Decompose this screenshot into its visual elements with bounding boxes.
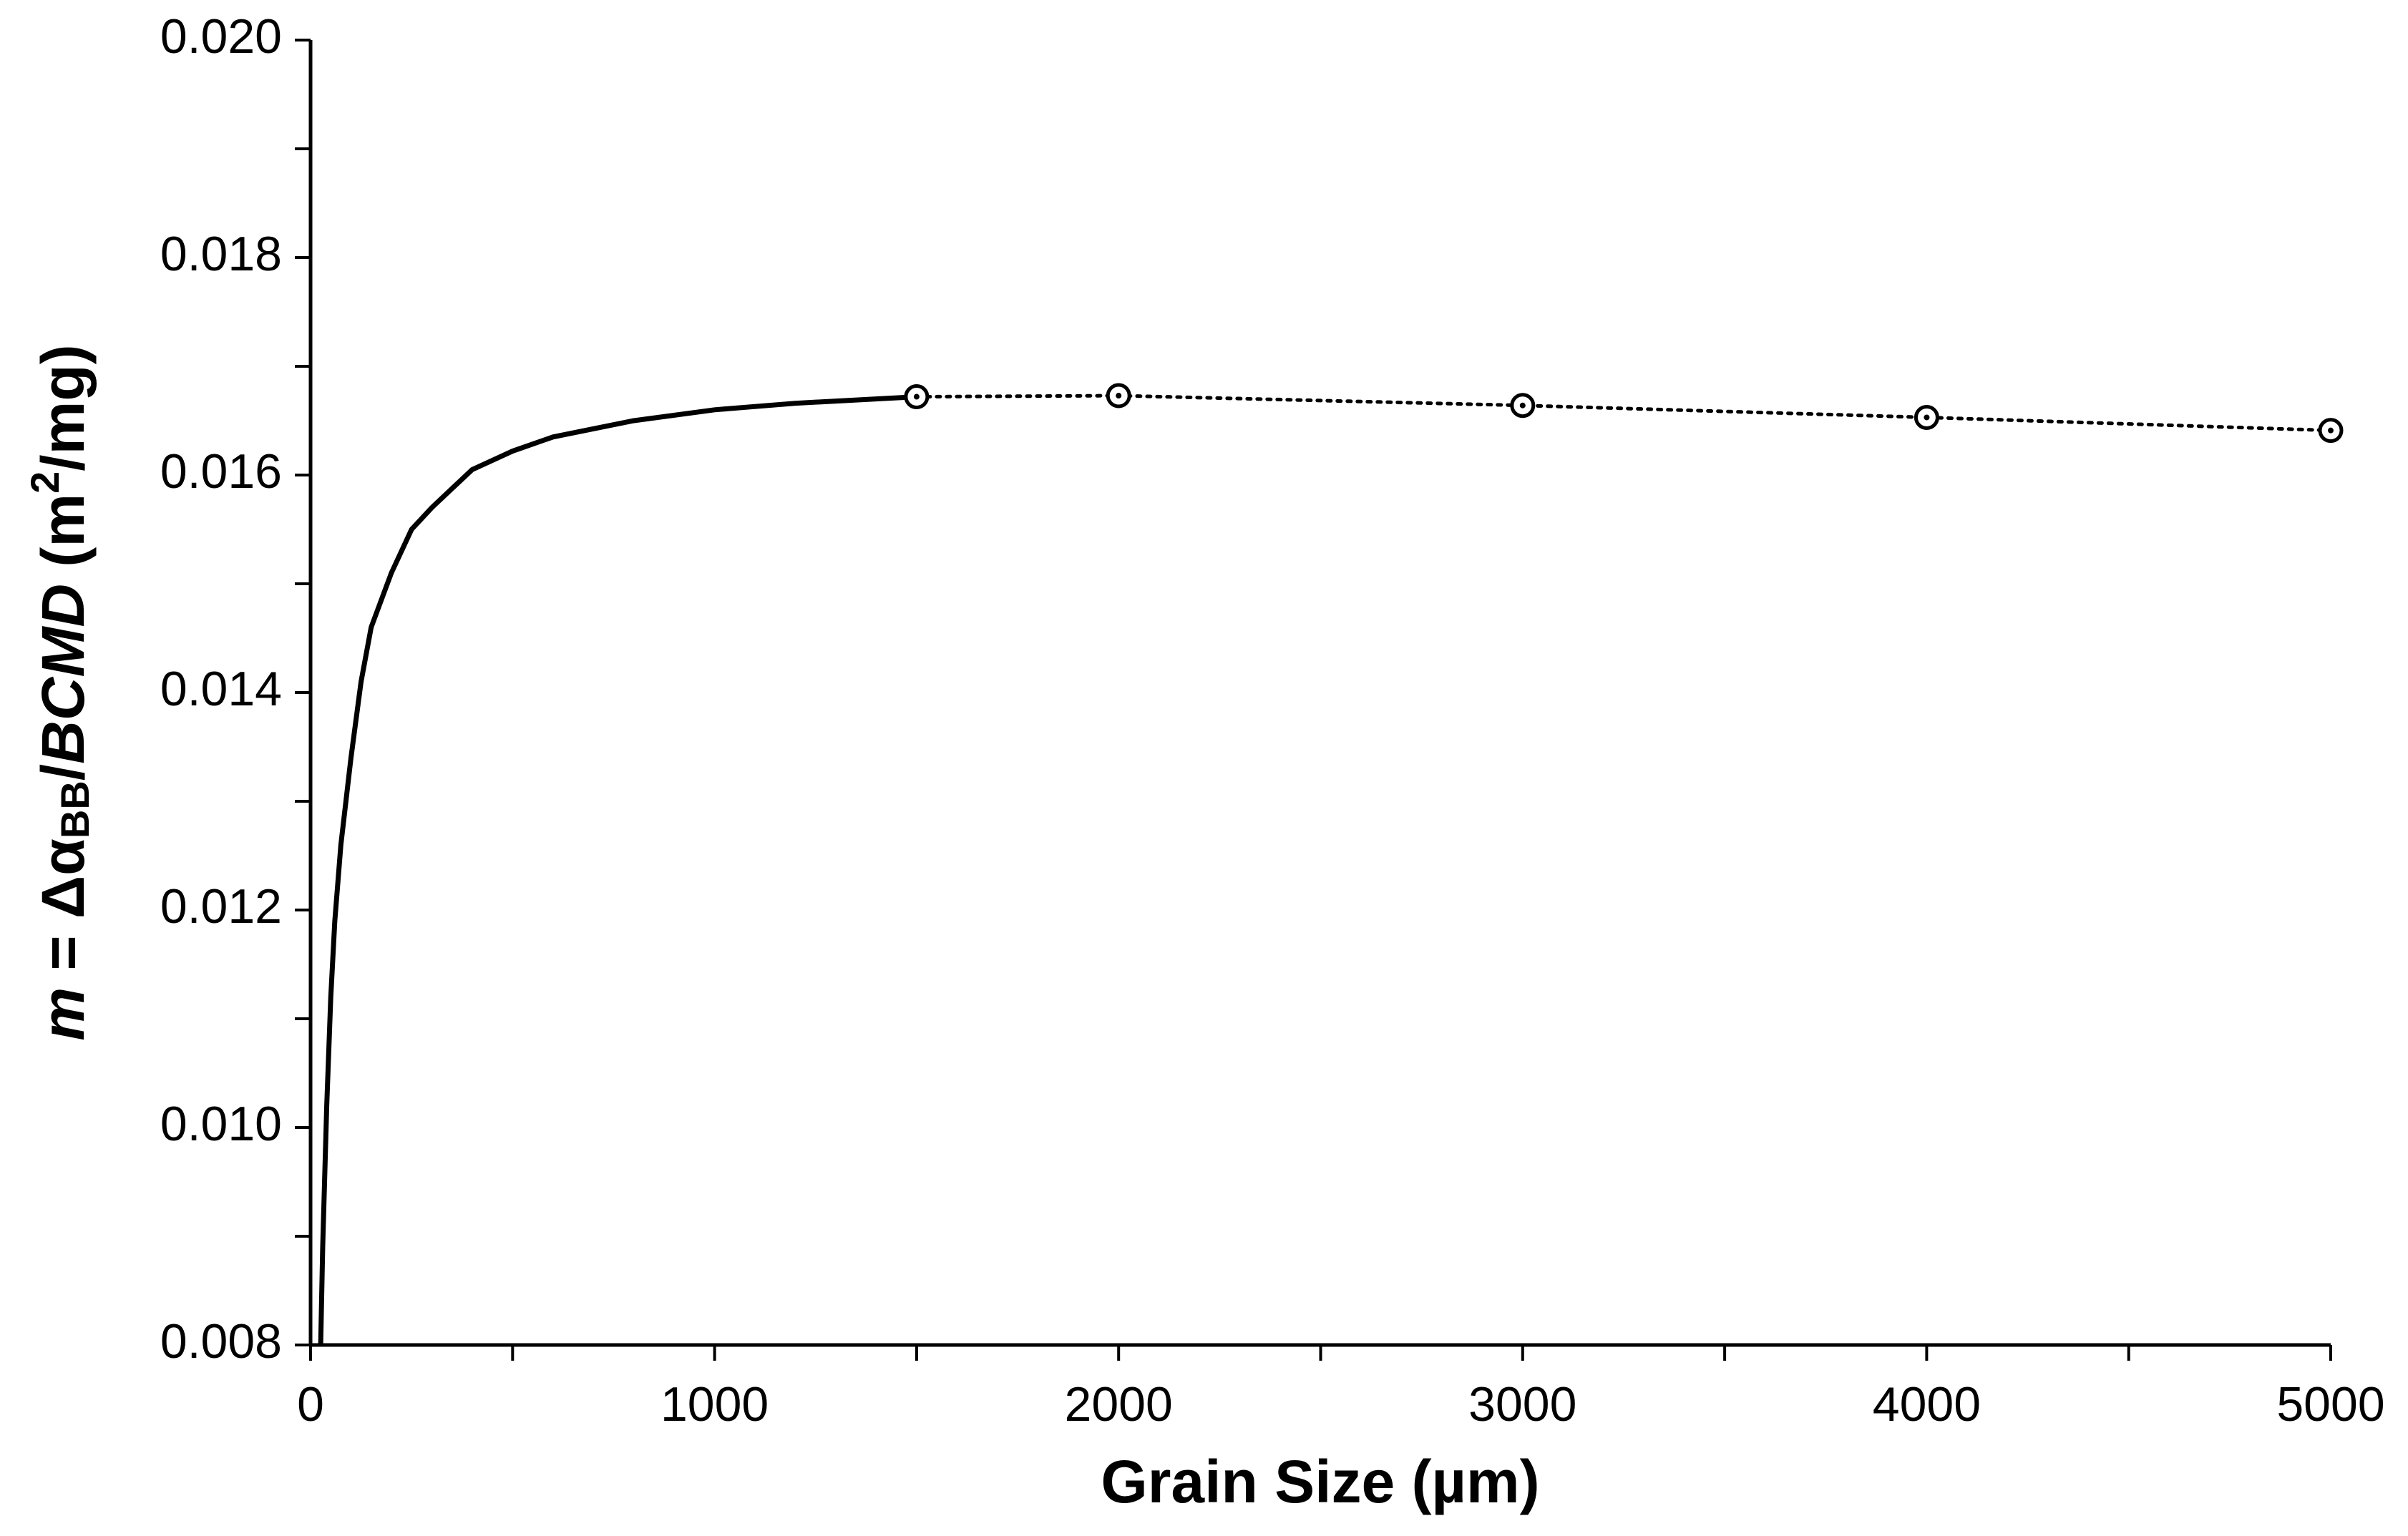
y-tick-label: 0.010 [160, 1097, 282, 1151]
y-title-part: / [29, 764, 97, 781]
x-tick-label: 1000 [661, 1377, 769, 1432]
y-tick-label: 0.012 [160, 879, 282, 934]
marker-dot [1924, 414, 1930, 421]
y-title-part: = Δα [29, 838, 97, 987]
y-title-part: m [29, 987, 97, 1041]
y-axis-title: m = ΔαBB/BCMD (m2/mg) [22, 344, 97, 1040]
marker-dot [913, 393, 920, 400]
x-axis-title: Grain Size (µm) [1101, 1448, 1539, 1515]
y-title-part: BCMD [29, 584, 97, 764]
y-tick-label: 0.018 [160, 227, 282, 281]
y-tick-label: 0.014 [160, 662, 282, 716]
y-title-part: /mg) [29, 344, 97, 471]
x-tick-label: 3000 [1468, 1377, 1576, 1432]
y-title-part: BB [52, 781, 97, 838]
y-tick-label: 0.020 [160, 9, 282, 64]
y-tick-label: 0.008 [160, 1314, 282, 1369]
y-title-part: (m [29, 494, 97, 584]
x-tick-label: 0 [297, 1377, 324, 1432]
curve [318, 394, 917, 1346]
x-tick-label: 5000 [2276, 1377, 2384, 1432]
marker-dot [1116, 393, 1122, 399]
marker-dot [2328, 427, 2334, 434]
x-tick-label: 4000 [1873, 1377, 1981, 1432]
y-title-part: 2 [22, 471, 67, 494]
marker-dot [1519, 402, 1526, 409]
y-tick-label: 0.016 [160, 444, 282, 499]
x-tick-label: 2000 [1065, 1377, 1173, 1432]
